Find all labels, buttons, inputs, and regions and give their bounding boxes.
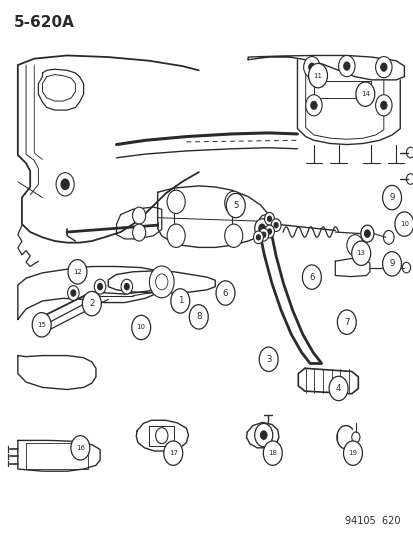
Circle shape [363, 230, 369, 237]
Text: 19: 19 [348, 450, 356, 456]
Text: 10: 10 [136, 325, 145, 330]
Circle shape [380, 63, 386, 71]
Circle shape [375, 56, 391, 78]
Text: 16: 16 [76, 445, 85, 451]
Circle shape [132, 207, 145, 224]
Text: 10: 10 [399, 221, 408, 227]
Circle shape [167, 224, 185, 247]
Circle shape [82, 292, 101, 316]
Circle shape [260, 431, 266, 439]
Circle shape [68, 260, 87, 284]
Circle shape [303, 56, 319, 78]
Circle shape [258, 224, 265, 232]
Circle shape [94, 279, 106, 294]
Circle shape [343, 441, 361, 465]
Circle shape [267, 229, 271, 234]
Text: 2: 2 [89, 299, 95, 308]
Text: 11: 11 [313, 72, 322, 79]
Circle shape [131, 316, 150, 340]
Circle shape [273, 222, 278, 228]
Circle shape [380, 101, 386, 110]
Text: 4: 4 [335, 384, 340, 393]
Text: 13: 13 [356, 251, 365, 256]
Text: 6: 6 [222, 288, 228, 297]
Circle shape [224, 191, 242, 215]
Circle shape [261, 232, 265, 237]
Circle shape [267, 216, 271, 221]
Circle shape [310, 101, 316, 110]
Text: 3: 3 [265, 355, 271, 364]
Circle shape [256, 235, 260, 240]
Text: 8: 8 [195, 312, 201, 321]
Circle shape [149, 266, 174, 298]
Circle shape [301, 265, 320, 289]
Circle shape [343, 62, 349, 70]
Circle shape [337, 310, 356, 334]
Circle shape [216, 281, 235, 305]
Text: 9: 9 [388, 193, 394, 202]
Circle shape [308, 63, 314, 71]
Circle shape [264, 225, 274, 238]
Text: 5-620A: 5-620A [14, 14, 74, 30]
Circle shape [71, 290, 76, 296]
Circle shape [264, 213, 274, 225]
Text: 6: 6 [309, 272, 314, 281]
Circle shape [71, 435, 90, 460]
Circle shape [121, 279, 132, 294]
Circle shape [328, 376, 347, 401]
Circle shape [97, 284, 102, 290]
Circle shape [375, 95, 391, 116]
Text: 18: 18 [268, 450, 277, 456]
Circle shape [305, 95, 321, 116]
Text: 9: 9 [388, 260, 394, 268]
Circle shape [132, 224, 145, 241]
Circle shape [351, 241, 370, 265]
Circle shape [61, 179, 69, 190]
Circle shape [171, 289, 189, 313]
Circle shape [346, 235, 362, 256]
Circle shape [308, 63, 327, 88]
Circle shape [338, 55, 354, 77]
Text: 94105  620: 94105 620 [344, 516, 399, 526]
Circle shape [394, 212, 413, 236]
Text: 5: 5 [233, 201, 238, 210]
Circle shape [263, 441, 282, 465]
Circle shape [224, 224, 242, 247]
Circle shape [259, 347, 278, 372]
Circle shape [226, 193, 244, 217]
Circle shape [254, 219, 269, 238]
Text: 17: 17 [169, 450, 177, 456]
Text: 12: 12 [73, 269, 82, 275]
Circle shape [164, 441, 182, 465]
Text: 15: 15 [37, 322, 46, 328]
Circle shape [32, 313, 51, 337]
Text: 7: 7 [343, 318, 349, 327]
Circle shape [271, 219, 280, 231]
Circle shape [355, 82, 374, 107]
Circle shape [124, 284, 129, 290]
Circle shape [258, 228, 268, 241]
Circle shape [254, 423, 272, 447]
Circle shape [360, 225, 373, 242]
Circle shape [67, 286, 79, 301]
Circle shape [189, 305, 208, 329]
Text: 14: 14 [360, 91, 369, 97]
Circle shape [382, 185, 401, 210]
Circle shape [253, 231, 263, 244]
Text: 1: 1 [177, 296, 183, 305]
Circle shape [382, 252, 401, 276]
Circle shape [167, 190, 185, 214]
